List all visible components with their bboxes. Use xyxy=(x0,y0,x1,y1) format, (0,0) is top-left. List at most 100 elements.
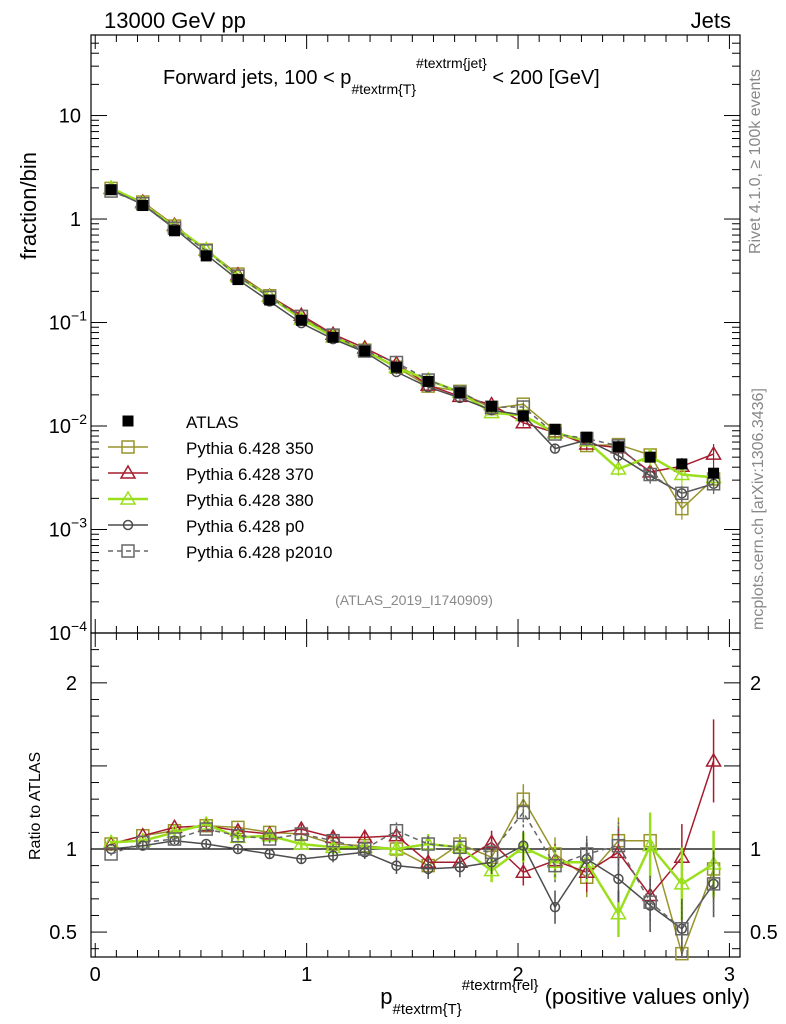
ratio-marker-pythia-6-428-p0 xyxy=(232,843,244,855)
y-tick-label: 1 xyxy=(70,209,81,231)
main-marker-pythia-6-428-350 xyxy=(675,501,689,516)
legend-label-pythia-6-428-p0: Pythia 6.428 p0 xyxy=(186,517,304,536)
ratio-marker-pythia-6-428-380 xyxy=(451,838,469,854)
ratio-marker-pythia-6-428-380 xyxy=(546,853,564,869)
mcplots-label: mcplots.cern.ch [arXiv:1306.3436] xyxy=(750,388,767,630)
y-tick-label: 10−3 xyxy=(49,515,87,542)
atlas-point xyxy=(454,387,466,399)
main-marker-pythia-6-428-p2010 xyxy=(453,385,467,399)
ratio-tick-label-left: 0.5 xyxy=(49,922,77,944)
rivet-version-label: Rivet 4.1.0, ≥ 100k events xyxy=(747,69,764,254)
legend-marker-atlas xyxy=(122,415,134,427)
ratio-marker-pythia-6-428-p2010 xyxy=(421,837,435,851)
ratio-marker-pythia-6-428-p0 xyxy=(264,848,275,860)
ratio-marker-pythia-6-428-p2010 xyxy=(167,832,182,846)
atlas-point xyxy=(169,225,181,237)
legend-label-pythia-6-428-380: Pythia 6.428 380 xyxy=(186,491,314,510)
x-tick-label: 2 xyxy=(512,964,523,986)
ratio-marker-pythia-6-428-p2010 xyxy=(199,822,213,836)
ratio-tick-label-left: 1 xyxy=(66,839,77,861)
ratio-marker-pythia-6-428-370 xyxy=(705,752,722,767)
atlas-point xyxy=(390,361,402,373)
ratio-marker-pythia-6-428-p0 xyxy=(549,901,561,913)
ratio-marker-pythia-6-428-380 xyxy=(641,837,659,852)
ratio-marker-pythia-6-428-p2010 xyxy=(104,847,118,861)
ratio-marker-pythia-6-428-p0 xyxy=(137,840,149,851)
ratio-marker-pythia-6-428-p2010 xyxy=(706,877,721,891)
main-marker-pythia-6-428-370 xyxy=(705,445,722,460)
ratio-series-group xyxy=(102,719,722,961)
y-tick-label: 10−1 xyxy=(49,308,87,335)
atlas-point xyxy=(612,441,624,453)
x-axis-label: p#textrm{T}#textrm{rel} (positive values… xyxy=(380,977,750,1018)
ratio-marker-pythia-6-428-p2010 xyxy=(643,895,657,909)
ratio-marker-pythia-6-428-p2010 xyxy=(326,833,340,848)
atlas-point xyxy=(264,294,276,306)
atlas-point xyxy=(327,331,339,343)
atlas-point xyxy=(105,184,117,196)
ratio-line-pythia-6-428-p2010 xyxy=(110,811,715,930)
ratio-marker-pythia-6-428-p0 xyxy=(391,860,402,871)
ratio-marker-pythia-6-428-p0 xyxy=(613,873,624,885)
ratio-marker-pythia-6-428-380 xyxy=(293,835,310,850)
main-marker-pythia-6-428-p2010 xyxy=(675,486,689,501)
ratio-marker-pythia-6-428-p2010 xyxy=(675,922,689,936)
atlas-point xyxy=(200,250,212,262)
atlas-point xyxy=(676,458,688,470)
main-marker-pythia-6-428-370 xyxy=(515,414,532,429)
ratio-tick-label-right: 1 xyxy=(750,839,761,861)
ratio-marker-pythia-6-428-p0 xyxy=(296,853,307,865)
atlas-point xyxy=(486,400,498,412)
y-tick-label: 10−4 xyxy=(49,618,87,645)
ratio-marker-pythia-6-428-p2010 xyxy=(389,823,404,838)
y-tick-label: 10−2 xyxy=(49,411,87,438)
legend-marker-pythia-6-428-350 xyxy=(121,440,135,454)
ratio-marker-pythia-6-428-p0 xyxy=(518,840,529,851)
ratio-marker-pythia-6-428-380 xyxy=(673,875,691,890)
legend-label-pythia-6-428-350: Pythia 6.428 350 xyxy=(186,439,314,458)
atlas-point xyxy=(549,423,561,435)
header-right: Jets xyxy=(691,8,731,33)
ratio-marker-pythia-6-428-380 xyxy=(610,905,627,920)
header-left: 13000 GeV pp xyxy=(104,8,246,33)
ratio-marker-pythia-6-428-p2010 xyxy=(484,845,499,860)
series-line-pythia-6-428-380 xyxy=(110,186,714,479)
ratio-plot-frame xyxy=(90,632,741,958)
atlas-point xyxy=(517,410,529,422)
legend-marker-pythia-6-428-380 xyxy=(119,490,137,505)
ratio-line-pythia-6-428-380 xyxy=(111,822,715,917)
atlas-point xyxy=(644,451,656,463)
main-marker-pythia-6-428-p0 xyxy=(549,443,561,454)
atlas-point xyxy=(359,345,371,357)
ratio-marker-pythia-6-428-p0 xyxy=(422,863,434,875)
atlas-point xyxy=(232,274,244,286)
analysis-watermark: (ATLAS_2019_I1740909) xyxy=(335,592,493,608)
series-line-pythia-6-428-350 xyxy=(110,187,715,510)
ratio-axis-ticks: 0 1 2 3 2 2 1 1 0.5 0.5 xyxy=(49,633,778,986)
main-marker-pythia-6-428-p2010 xyxy=(643,467,657,482)
main-axis-ticks: 10 1 10−1 10−2 10−3 10−4 xyxy=(49,34,740,645)
atlas-point xyxy=(708,467,720,479)
y-tick-label: 10 xyxy=(59,106,81,128)
plot-title: Forward jets, 100 < p#textrm{T}#textrm{j… xyxy=(163,55,600,97)
ratio-tick-label-right: 0.5 xyxy=(750,922,778,944)
ratio-marker-pythia-6-428-380 xyxy=(388,840,405,855)
legend: ATLAS Pythia 6.428 350 Pythia 6.428 370 Pyt… xyxy=(108,413,333,562)
ratio-marker-pythia-6-428-p0 xyxy=(200,838,212,850)
ratio-y-axis-label: Ratio to ATLAS xyxy=(27,752,44,860)
main-marker-pythia-6-428-380 xyxy=(673,466,691,481)
ratio-tick-label-left: 2 xyxy=(66,673,77,695)
main-marker-pythia-6-428-380 xyxy=(610,460,627,475)
ratio-tick-label-right: 2 xyxy=(750,673,761,695)
ratio-marker-pythia-6-428-p2010 xyxy=(579,847,594,861)
atlas-data-group xyxy=(105,184,720,481)
ratio-line-pythia-6-428-p0 xyxy=(111,839,715,930)
legend-label-pythia-6-428-370: Pythia 6.428 370 xyxy=(186,465,314,484)
ratio-marker-pythia-6-428-380 xyxy=(483,862,500,877)
legend-marker-pythia-6-428-p2010 xyxy=(121,544,135,558)
legend-label-atlas: ATLAS xyxy=(186,413,239,432)
ratio-marker-pythia-6-428-370 xyxy=(515,863,532,879)
x-tick-label: 0 xyxy=(90,964,101,986)
ratio-marker-pythia-6-428-p2010 xyxy=(453,840,467,855)
x-tick-label: 3 xyxy=(724,964,735,986)
